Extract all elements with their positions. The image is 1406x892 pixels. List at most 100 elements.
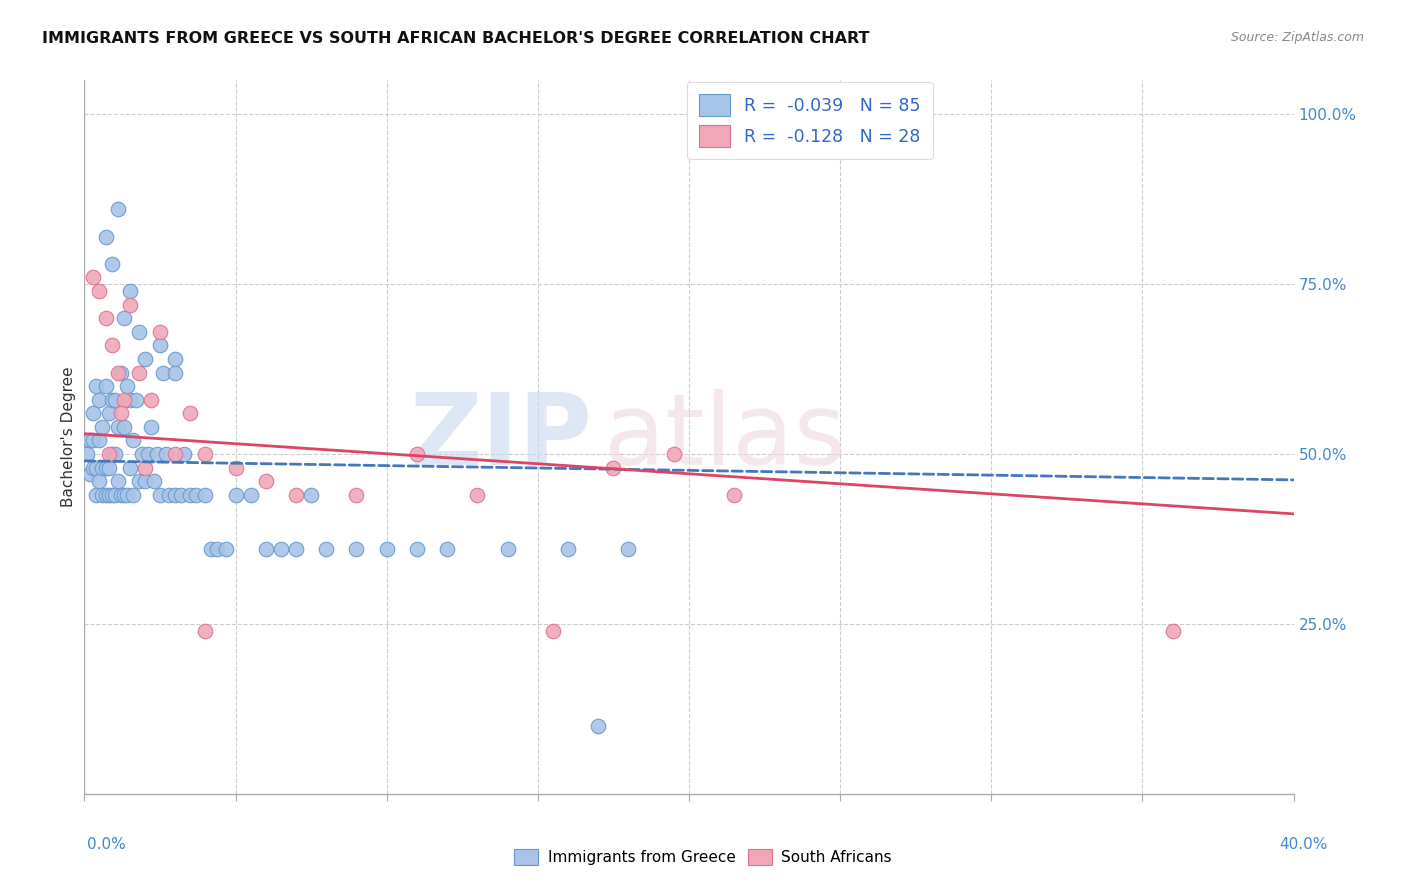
- Point: [139, 420, 162, 434]
- Point: [112, 311, 135, 326]
- Point: [375, 542, 398, 557]
- Point: [94, 311, 117, 326]
- Point: [97, 447, 120, 461]
- Point: [170, 488, 193, 502]
- Point: [136, 447, 159, 461]
- Point: [76, 447, 98, 461]
- Point: [110, 366, 132, 380]
- Point: [215, 542, 238, 557]
- Point: [100, 257, 122, 271]
- Point: [107, 202, 129, 217]
- Point: [496, 542, 519, 557]
- Point: [110, 488, 132, 502]
- Point: [79, 434, 101, 448]
- Point: [165, 447, 187, 461]
- Point: [179, 406, 201, 420]
- Point: [149, 338, 172, 352]
- Point: [110, 406, 132, 420]
- Point: [128, 325, 150, 339]
- Point: [86, 460, 108, 475]
- Point: [207, 542, 229, 557]
- Point: [82, 434, 104, 448]
- Point: [97, 406, 120, 420]
- Point: [254, 475, 277, 489]
- Text: IMMIGRANTS FROM GREECE VS SOUTH AFRICAN BACHELOR'S DEGREE CORRELATION CHART: IMMIGRANTS FROM GREECE VS SOUTH AFRICAN …: [42, 31, 870, 46]
- Point: [157, 488, 180, 502]
- Point: [152, 366, 174, 380]
- Point: [315, 542, 337, 557]
- Point: [406, 542, 429, 557]
- Point: [662, 447, 685, 461]
- Point: [115, 488, 138, 502]
- Point: [94, 488, 117, 502]
- Point: [97, 460, 120, 475]
- Point: [588, 719, 610, 733]
- Point: [602, 460, 624, 475]
- Point: [254, 542, 277, 557]
- Point: [89, 475, 111, 489]
- Point: [186, 488, 208, 502]
- Point: [165, 366, 187, 380]
- Point: [115, 379, 138, 393]
- Y-axis label: Bachelor's Degree: Bachelor's Degree: [60, 367, 76, 508]
- Point: [225, 488, 247, 502]
- Point: [86, 488, 108, 502]
- Point: [118, 392, 141, 407]
- Text: ZIP: ZIP: [409, 389, 592, 485]
- Point: [107, 366, 129, 380]
- Point: [121, 434, 143, 448]
- Point: [142, 475, 165, 489]
- Point: [112, 488, 135, 502]
- Point: [134, 475, 156, 489]
- Point: [146, 447, 169, 461]
- Point: [1161, 624, 1184, 638]
- Point: [194, 447, 217, 461]
- Point: [91, 488, 114, 502]
- Point: [97, 488, 120, 502]
- Point: [173, 447, 195, 461]
- Point: [467, 488, 489, 502]
- Point: [121, 488, 143, 502]
- Text: atlas: atlas: [605, 389, 846, 485]
- Point: [285, 488, 308, 502]
- Point: [346, 542, 368, 557]
- Point: [100, 447, 122, 461]
- Point: [200, 542, 222, 557]
- Point: [107, 420, 129, 434]
- Point: [104, 392, 127, 407]
- Point: [89, 284, 111, 298]
- Point: [118, 297, 141, 311]
- Point: [107, 475, 129, 489]
- Point: [89, 392, 111, 407]
- Point: [149, 488, 172, 502]
- Point: [270, 542, 292, 557]
- Point: [128, 366, 150, 380]
- Point: [155, 447, 177, 461]
- Point: [134, 351, 156, 366]
- Point: [723, 488, 745, 502]
- Point: [118, 284, 141, 298]
- Point: [82, 406, 104, 420]
- Point: [86, 379, 108, 393]
- Point: [94, 379, 117, 393]
- Point: [149, 325, 172, 339]
- Point: [557, 542, 579, 557]
- Point: [94, 229, 117, 244]
- Text: 0.0%: 0.0%: [87, 837, 127, 852]
- Point: [139, 392, 162, 407]
- Legend: Immigrants from Greece, South Africans: Immigrants from Greece, South Africans: [508, 843, 898, 871]
- Point: [285, 542, 308, 557]
- Point: [100, 338, 122, 352]
- Point: [94, 460, 117, 475]
- Point: [194, 624, 217, 638]
- Point: [125, 392, 148, 407]
- Point: [299, 488, 322, 502]
- Point: [91, 420, 114, 434]
- Text: Source: ZipAtlas.com: Source: ZipAtlas.com: [1230, 31, 1364, 45]
- Point: [165, 351, 187, 366]
- Point: [79, 467, 101, 482]
- Point: [239, 488, 262, 502]
- Point: [194, 488, 217, 502]
- Point: [541, 624, 564, 638]
- Point: [82, 270, 104, 285]
